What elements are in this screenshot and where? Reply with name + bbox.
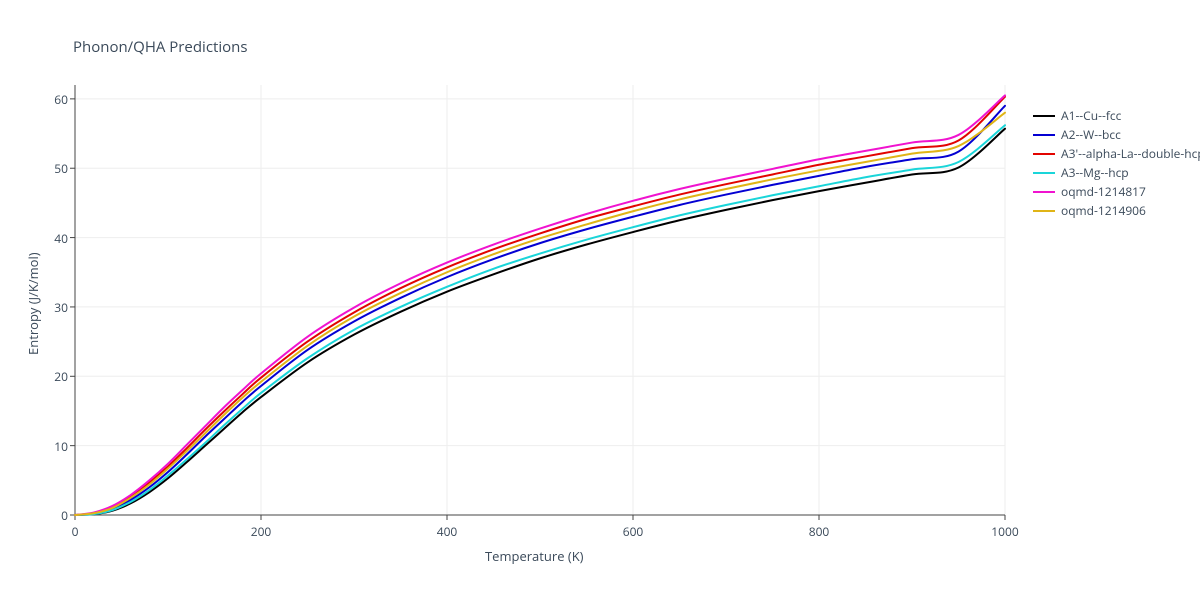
legend-label: oqmd-1214817: [1061, 183, 1146, 200]
x-tick-label: 800: [804, 523, 834, 540]
legend-swatch: [1033, 191, 1055, 193]
legend-swatch: [1033, 153, 1055, 155]
y-tick-label: 40: [40, 230, 68, 247]
legend-label: oqmd-1214906: [1061, 202, 1146, 219]
y-axis-label: Entropy (J/K/mol): [24, 252, 42, 355]
series-line[interactable]: [75, 113, 1005, 515]
x-tick-label: 600: [618, 523, 648, 540]
x-tick-label: 200: [246, 523, 276, 540]
legend-label: A3'--alpha-La--double-hcp: [1061, 145, 1200, 162]
y-tick-label: 30: [40, 299, 68, 316]
legend-item[interactable]: A1--Cu--fcc: [1033, 106, 1200, 125]
legend-item[interactable]: A2--W--bcc: [1033, 125, 1200, 144]
series-line[interactable]: [75, 129, 1005, 515]
legend-swatch: [1033, 172, 1055, 174]
chart-container: { "chart": { "type": "line", "title": "P…: [0, 0, 1200, 600]
legend-swatch: [1033, 115, 1055, 117]
series-line[interactable]: [75, 95, 1005, 515]
legend: A1--Cu--fcc A2--W--bcc A3'--alpha-La--doub…: [1033, 106, 1200, 220]
x-tick-label: 400: [432, 523, 462, 540]
y-tick-label: 60: [40, 91, 68, 108]
y-tick-label: 0: [40, 507, 68, 524]
x-tick-label: 1000: [990, 523, 1020, 540]
legend-swatch: [1033, 134, 1055, 136]
legend-label: A2--W--bcc: [1061, 126, 1121, 143]
legend-item[interactable]: oqmd-1214817: [1033, 182, 1200, 201]
series-line[interactable]: [75, 106, 1005, 515]
legend-label: A1--Cu--fcc: [1061, 107, 1121, 124]
legend-swatch: [1033, 210, 1055, 212]
x-tick-label: 0: [60, 523, 90, 540]
chart-plot-area: [0, 0, 1200, 600]
legend-item[interactable]: A3'--alpha-La--double-hcp: [1033, 144, 1200, 163]
y-tick-label: 10: [40, 438, 68, 455]
series-line[interactable]: [75, 97, 1005, 515]
legend-item[interactable]: oqmd-1214906: [1033, 201, 1200, 220]
y-tick-label: 20: [40, 368, 68, 385]
y-tick-label: 50: [40, 160, 68, 177]
x-axis-label: Temperature (K): [485, 547, 584, 565]
legend-item[interactable]: A3--Mg--hcp: [1033, 163, 1200, 182]
legend-label: A3--Mg--hcp: [1061, 164, 1129, 181]
